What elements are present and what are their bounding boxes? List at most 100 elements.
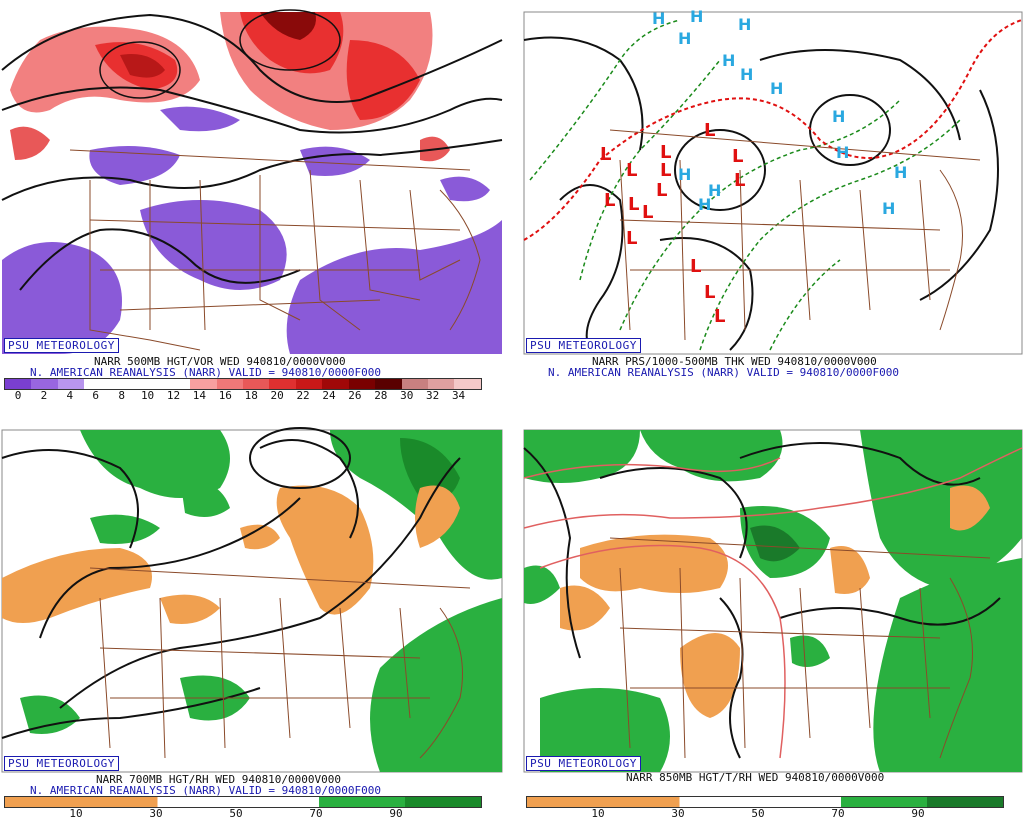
rh-dry-region [2, 548, 152, 623]
svg-text:L: L [704, 282, 715, 303]
scale-label: 34 [451, 389, 466, 402]
scale-swatch [375, 379, 402, 389]
map-700mb [1, 427, 503, 773]
svg-text:L: L [626, 160, 637, 181]
scale-swatch [137, 379, 164, 389]
color-scale-labels: 10 30 50 70 90 [4, 807, 480, 820]
vort-min-region [2, 242, 122, 354]
panel-caption-line1: NARR 500MB HGT/VOR WED 940810/0000V000 [94, 355, 346, 368]
rh-dry-region [580, 534, 728, 593]
svg-text:H: H [678, 165, 691, 184]
panel-caption-line2: N. AMERICAN REANALYSIS (NARR) VALID = 94… [30, 366, 381, 379]
color-scale-labels: 0 2 4 6 8 10 12 14 16 18 20 22 24 26 28 30 32 34 [4, 389, 480, 402]
panel-caption-line2: N. AMERICAN REANALYSIS (NARR) VALID = 94… [30, 784, 381, 797]
scale-swatch [428, 379, 455, 389]
panel-caption-line1: NARR PRS/1000-500MB THK WED 940810/0000V… [592, 355, 877, 368]
svg-text:H: H [678, 29, 691, 48]
panel-850mb-rh: PSU METEOROLOGY NARR 850MB HGT/T/RH WED … [520, 418, 1024, 820]
scale-swatch [454, 379, 481, 389]
panel-700mb-rh: PSU METEOROLOGY NARR 700MB HGT/RH WED 94… [0, 418, 504, 820]
scale-swatch [242, 379, 270, 389]
svg-text:L: L [690, 256, 701, 277]
scale-label: 10 [591, 807, 605, 820]
scale-swatch [269, 379, 296, 389]
scale-swatch [163, 379, 191, 389]
color-scale-bar [4, 378, 482, 390]
scale-label: 14 [192, 389, 207, 402]
svg-text:L: L [628, 194, 639, 215]
svg-text:H: H [708, 181, 721, 200]
scale-swatch [348, 379, 376, 389]
scale-label: 50 [751, 807, 765, 820]
svg-text:L: L [600, 144, 611, 165]
psu-badge: PSU METEOROLOGY [526, 756, 641, 771]
svg-text:L: L [626, 228, 637, 249]
svg-text:H: H [882, 199, 895, 218]
svg-text:H: H [690, 7, 703, 26]
color-scale-bar [526, 796, 1004, 808]
scale-swatch [57, 379, 85, 389]
svg-text:H: H [722, 51, 735, 70]
scale-label: 28 [374, 389, 388, 402]
svg-text:H: H [738, 15, 751, 34]
scale-label: 70 [309, 807, 323, 820]
svg-text:H: H [836, 143, 849, 162]
svg-text:L: L [604, 190, 615, 211]
scale-label: 10 [140, 389, 155, 402]
scale-label: 22 [296, 389, 310, 402]
scale-label: 6 [92, 389, 100, 402]
svg-text:L: L [660, 160, 671, 181]
scale-swatch [322, 379, 349, 389]
scale-swatch [190, 379, 217, 389]
scale-label: 24 [322, 389, 336, 402]
psu-badge: PSU METEOROLOGY [4, 338, 119, 353]
svg-text:H: H [652, 9, 665, 28]
scale-label: 30 [400, 389, 414, 402]
scale-label: 8 [118, 389, 125, 402]
svg-text:L: L [714, 306, 725, 327]
scale-label: 0 [14, 389, 22, 402]
panel-500mb-vorticity: PSU METEOROLOGY NARR 500MB HGT/VOR WED 9… [0, 0, 504, 402]
scale-label: 32 [426, 389, 440, 402]
scale-label: 12 [166, 389, 181, 402]
scale-label: 30 [671, 807, 685, 820]
svg-text:L: L [732, 146, 743, 167]
svg-text:H: H [832, 107, 845, 126]
map-850mb [523, 429, 1023, 773]
svg-text:L: L [704, 120, 715, 141]
scale-label: 10 [69, 807, 83, 820]
scale-label: 2 [40, 389, 48, 402]
color-scale-bar [4, 796, 482, 808]
scale-label: 70 [831, 807, 845, 820]
svg-text:L: L [642, 202, 653, 223]
svg-text:L: L [656, 180, 667, 201]
scale-swatch [216, 379, 243, 389]
scale-label: 50 [229, 807, 243, 820]
svg-text:H: H [770, 79, 783, 98]
scale-swatch [401, 379, 428, 389]
scale-swatch [5, 379, 32, 389]
scale-label: 4 [66, 389, 74, 402]
svg-text:H: H [698, 195, 711, 214]
scale-label: 90 [389, 807, 403, 820]
scale-swatch [110, 379, 138, 389]
svg-text:L: L [660, 142, 671, 163]
scale-swatch [84, 379, 111, 389]
panel-caption-line1: NARR 700MB HGT/RH WED 940810/0000V000 [96, 773, 342, 786]
scale-label: 18 [244, 389, 258, 402]
svg-text:H: H [740, 65, 753, 84]
scale-swatch [31, 379, 58, 389]
psu-badge: PSU METEOROLOGY [526, 338, 641, 353]
scale-label: 20 [270, 389, 284, 402]
scale-label: 26 [348, 389, 362, 402]
svg-text:L: L [734, 170, 745, 191]
scale-swatch [295, 379, 323, 389]
panel-caption-line1: NARR 850MB HGT/T/RH WED 940810/0000V000 [626, 771, 885, 784]
color-scale-labels: 10 30 50 70 90 [526, 807, 1002, 820]
scale-label: 16 [218, 389, 232, 402]
panel-caption-line2: N. AMERICAN REANALYSIS (NARR) VALID = 94… [548, 366, 899, 379]
scale-label: 30 [149, 807, 163, 820]
svg-text:H: H [894, 163, 907, 182]
